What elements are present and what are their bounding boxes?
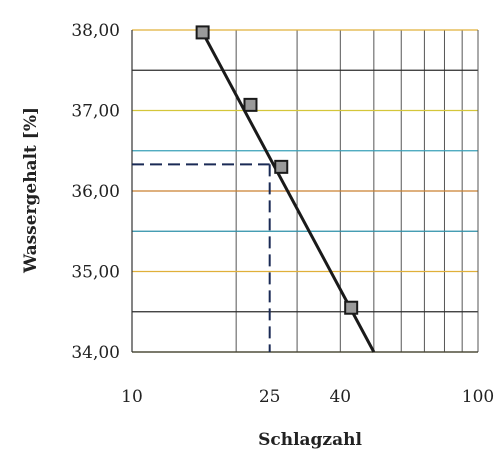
x-tick-label: 40 — [329, 387, 351, 407]
y-tick-label: 38,00 — [71, 21, 120, 41]
y-tick-label: 37,00 — [71, 102, 120, 122]
data-points — [195, 25, 359, 315]
y-tick-label: 34,00 — [71, 343, 120, 363]
x-tick-label: 10 — [121, 387, 143, 407]
y-tick-labels: 34,00 35,00 36,00 37,00 38,00 — [71, 21, 120, 363]
reading-guide — [132, 163, 271, 352]
y-axis-title: Wassergehalt [%] — [21, 107, 41, 274]
y-tick-label: 35,00 — [71, 263, 120, 283]
y-tick-label: 36,00 — [71, 182, 120, 202]
trendline — [201, 31, 376, 353]
trendline-group — [201, 31, 376, 353]
grid — [132, 29, 478, 353]
plot-frame — [131, 30, 479, 353]
data-point-marker — [274, 159, 289, 174]
data-point-marker — [243, 97, 258, 112]
x-tick-labels: 10 25 40 100 — [121, 387, 494, 407]
x-tick-label: 100 — [462, 387, 494, 407]
data-point-marker — [195, 25, 210, 40]
x-tick-label: 25 — [259, 387, 281, 407]
x-axis-title: Schlagzahl — [258, 430, 362, 450]
data-point-marker — [344, 300, 359, 315]
